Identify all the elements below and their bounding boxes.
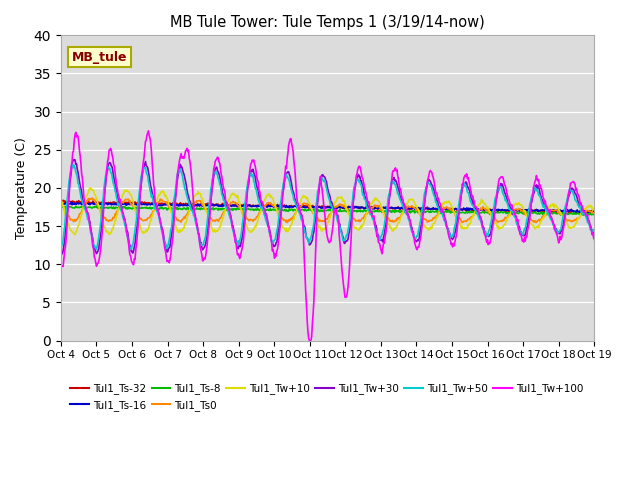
Tul1_Ts-8	[67, 204, 74, 210]
Tul1_Ts-8	[591, 212, 598, 218]
Tul1_Tw+100	[305, 338, 313, 344]
Y-axis label: Temperature (C): Temperature (C)	[15, 137, 28, 239]
Tul1_Ts0	[122, 197, 130, 203]
Tul1_Ts-32	[57, 198, 65, 204]
Tul1_Tw+100	[177, 154, 184, 160]
Line: Tul1_Tw+50: Tul1_Tw+50	[61, 164, 595, 250]
Tul1_Tw+10	[591, 206, 598, 212]
Tul1_Ts0	[67, 217, 74, 223]
Tul1_Ts0	[88, 195, 96, 201]
Tul1_Tw+50	[67, 169, 74, 175]
Tul1_Ts-16	[57, 201, 65, 206]
Tul1_Tw+100	[57, 265, 65, 271]
Tul1_Tw+10	[394, 220, 401, 226]
Tul1_Tw+10	[177, 228, 185, 234]
Tul1_Ts-32	[565, 210, 573, 216]
Tul1_Ts-16	[393, 205, 401, 211]
Tul1_Ts-32	[177, 200, 184, 206]
Tul1_Ts0	[591, 210, 598, 216]
Line: Tul1_Ts-8: Tul1_Ts-8	[61, 206, 595, 215]
Tul1_Ts-8	[409, 208, 417, 214]
Tul1_Tw+50	[177, 169, 185, 175]
Tul1_Tw+100	[394, 173, 401, 179]
Text: MB_tule: MB_tule	[72, 50, 127, 63]
Tul1_Ts-16	[122, 203, 130, 208]
Tul1_Ts0	[410, 205, 417, 211]
Tul1_Tw+100	[145, 128, 152, 133]
Tul1_Tw+10	[123, 187, 131, 193]
Tul1_Tw+50	[394, 191, 401, 197]
Tul1_Ts-16	[591, 208, 598, 214]
Tul1_Ts-8	[57, 204, 65, 210]
Tul1_Ts0	[57, 200, 65, 206]
Tul1_Ts-16	[205, 203, 212, 208]
Tul1_Tw+30	[58, 252, 65, 257]
Tul1_Tw+30	[67, 169, 75, 175]
Tul1_Tw+50	[591, 228, 598, 234]
Tul1_Tw+30	[591, 230, 598, 236]
Tul1_Tw+50	[93, 247, 100, 252]
Tul1_Ts-32	[205, 201, 212, 206]
Tul1_Ts-16	[575, 210, 582, 216]
Legend: Tul1_Ts-32, Tul1_Ts-16, Tul1_Ts-8, Tul1_Ts0, Tul1_Tw+10, Tul1_Tw+30, Tul1_Tw+50,: Tul1_Ts-32, Tul1_Ts-16, Tul1_Ts-8, Tul1_…	[66, 379, 588, 415]
Line: Tul1_Tw+10: Tul1_Tw+10	[61, 188, 595, 235]
Line: Tul1_Ts0: Tul1_Ts0	[61, 198, 595, 223]
Title: MB Tule Tower: Tule Temps 1 (3/19/14-now): MB Tule Tower: Tule Temps 1 (3/19/14-now…	[170, 15, 485, 30]
Tul1_Tw+10	[71, 232, 79, 238]
Tul1_Ts0	[394, 215, 401, 221]
Tul1_Ts-32	[122, 201, 130, 206]
Tul1_Tw+50	[205, 201, 213, 206]
Tul1_Ts-32	[60, 197, 67, 203]
Tul1_Tw+30	[177, 164, 185, 169]
Tul1_Ts-16	[67, 199, 75, 205]
Tul1_Ts-8	[93, 203, 100, 209]
Tul1_Ts0	[177, 218, 184, 224]
Tul1_Tw+50	[69, 161, 77, 167]
Tul1_Tw+100	[410, 233, 417, 239]
Tul1_Ts-8	[177, 206, 184, 212]
Tul1_Tw+30	[394, 183, 401, 189]
Tul1_Tw+30	[71, 157, 79, 163]
Tul1_Ts-16	[409, 205, 417, 211]
Tul1_Tw+50	[410, 231, 417, 237]
Line: Tul1_Ts-16: Tul1_Ts-16	[61, 202, 595, 213]
Tul1_Ts-32	[67, 199, 75, 204]
Line: Tul1_Ts-32: Tul1_Ts-32	[61, 200, 595, 213]
Tul1_Ts0	[205, 213, 212, 218]
Tul1_Tw+30	[123, 228, 131, 234]
Tul1_Ts-32	[409, 204, 417, 210]
Tul1_Ts-16	[67, 201, 74, 207]
Tul1_Tw+10	[87, 185, 95, 191]
Tul1_Tw+10	[57, 195, 65, 201]
Tul1_Ts-32	[393, 205, 401, 211]
Line: Tul1_Tw+30: Tul1_Tw+30	[61, 160, 595, 254]
Tul1_Tw+100	[591, 237, 598, 242]
Tul1_Tw+10	[410, 198, 417, 204]
Tul1_Tw+100	[205, 228, 212, 234]
Tul1_Ts-8	[579, 212, 587, 218]
Tul1_Tw+10	[205, 218, 213, 224]
Tul1_Ts-8	[122, 206, 130, 212]
Tul1_Ts0	[284, 220, 291, 226]
Tul1_Tw+30	[205, 212, 213, 218]
Tul1_Tw+50	[123, 230, 131, 236]
Tul1_Tw+100	[67, 170, 74, 176]
Tul1_Ts-8	[393, 208, 401, 214]
Tul1_Tw+50	[57, 246, 65, 252]
Tul1_Tw+100	[122, 220, 129, 226]
Tul1_Ts-32	[591, 209, 598, 215]
Tul1_Tw+10	[67, 227, 74, 232]
Tul1_Ts-8	[205, 207, 212, 213]
Tul1_Ts-16	[177, 203, 184, 208]
Line: Tul1_Tw+100: Tul1_Tw+100	[61, 131, 595, 341]
Tul1_Tw+30	[57, 251, 65, 257]
Tul1_Tw+30	[410, 229, 417, 235]
